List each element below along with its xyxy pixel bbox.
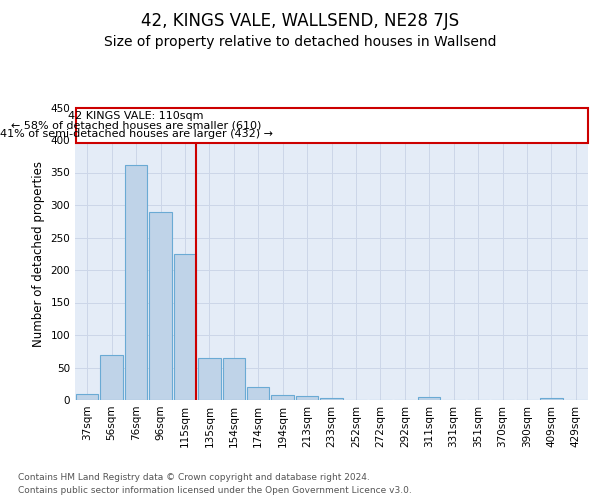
Bar xyxy=(100,354,123,400)
Text: ← 58% of detached houses are smaller (610): ← 58% of detached houses are smaller (61… xyxy=(11,120,262,130)
Text: 42, KINGS VALE, WALLSEND, NE28 7JS: 42, KINGS VALE, WALLSEND, NE28 7JS xyxy=(141,12,459,30)
Bar xyxy=(418,398,440,400)
Text: Contains HM Land Registry data © Crown copyright and database right 2024.: Contains HM Land Registry data © Crown c… xyxy=(18,474,370,482)
Bar xyxy=(223,358,245,400)
Text: 42 KINGS VALE: 110sqm: 42 KINGS VALE: 110sqm xyxy=(68,112,204,122)
Text: Contains public sector information licensed under the Open Government Licence v3: Contains public sector information licen… xyxy=(18,486,412,495)
Bar xyxy=(76,394,98,400)
Bar xyxy=(125,164,148,400)
FancyBboxPatch shape xyxy=(76,108,588,144)
Text: Size of property relative to detached houses in Wallsend: Size of property relative to detached ho… xyxy=(104,35,496,49)
Bar xyxy=(173,254,196,400)
Y-axis label: Number of detached properties: Number of detached properties xyxy=(32,161,45,347)
Bar xyxy=(149,212,172,400)
Bar xyxy=(296,396,319,400)
Bar xyxy=(320,398,343,400)
Bar xyxy=(247,387,269,400)
Text: 41% of semi-detached houses are larger (432) →: 41% of semi-detached houses are larger (… xyxy=(0,130,272,140)
Bar xyxy=(271,396,294,400)
Bar xyxy=(540,398,563,400)
Bar xyxy=(198,358,221,400)
